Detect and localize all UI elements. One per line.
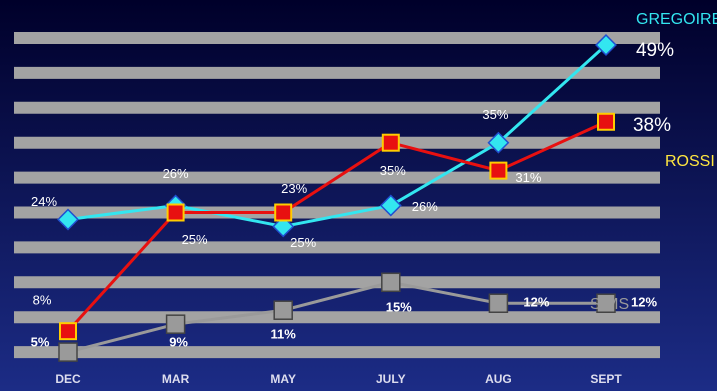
x-tick-label: DEC bbox=[55, 372, 81, 386]
series-name: SIMS bbox=[590, 296, 629, 313]
square-marker bbox=[597, 112, 615, 131]
x-tick-label: MAR bbox=[162, 372, 190, 386]
square-marker bbox=[166, 203, 185, 222]
series-name: ROSSI bbox=[665, 153, 715, 170]
square-marker bbox=[165, 314, 186, 334]
data-label: 35% bbox=[380, 163, 406, 178]
data-label: 15% bbox=[386, 300, 412, 315]
data-label: 26% bbox=[163, 166, 189, 181]
square-marker bbox=[273, 300, 293, 320]
diamond-marker bbox=[379, 194, 402, 217]
data-label: 35% bbox=[482, 107, 508, 122]
data-label: 26% bbox=[412, 199, 438, 214]
x-tick-label: JULY bbox=[376, 372, 406, 386]
data-label: 38% bbox=[633, 115, 671, 136]
data-label: 12% bbox=[523, 295, 549, 310]
x-tick-label: SEPT bbox=[590, 372, 622, 386]
square-marker bbox=[489, 161, 508, 180]
diamond-marker bbox=[595, 34, 617, 56]
data-label: 24% bbox=[31, 194, 57, 209]
data-label: 49% bbox=[636, 40, 674, 61]
data-label: 8% bbox=[33, 293, 52, 308]
square-marker bbox=[274, 203, 293, 222]
series-name: GREGOIRE bbox=[636, 11, 717, 28]
square-marker bbox=[488, 293, 509, 313]
square-marker bbox=[381, 272, 401, 293]
data-label: 9% bbox=[169, 335, 188, 350]
square-marker bbox=[59, 322, 77, 341]
diamond-marker bbox=[272, 215, 295, 238]
x-tick-label: MAY bbox=[270, 372, 296, 386]
data-label: 12% bbox=[631, 295, 657, 310]
diamond-marker bbox=[57, 208, 79, 231]
series-line bbox=[66, 120, 607, 333]
data-label: 31% bbox=[515, 170, 541, 185]
data-label: 25% bbox=[182, 232, 208, 247]
data-label: 25% bbox=[290, 235, 316, 250]
square-marker bbox=[596, 293, 616, 313]
square-marker bbox=[381, 133, 400, 152]
series-line bbox=[67, 280, 606, 354]
diamond-marker bbox=[487, 131, 510, 154]
square-marker bbox=[58, 342, 78, 362]
x-tick-label: AUG bbox=[485, 372, 512, 386]
series-line bbox=[67, 43, 608, 228]
data-label: 23% bbox=[281, 181, 307, 196]
data-label: 5% bbox=[31, 335, 50, 350]
data-label: 11% bbox=[271, 327, 297, 342]
